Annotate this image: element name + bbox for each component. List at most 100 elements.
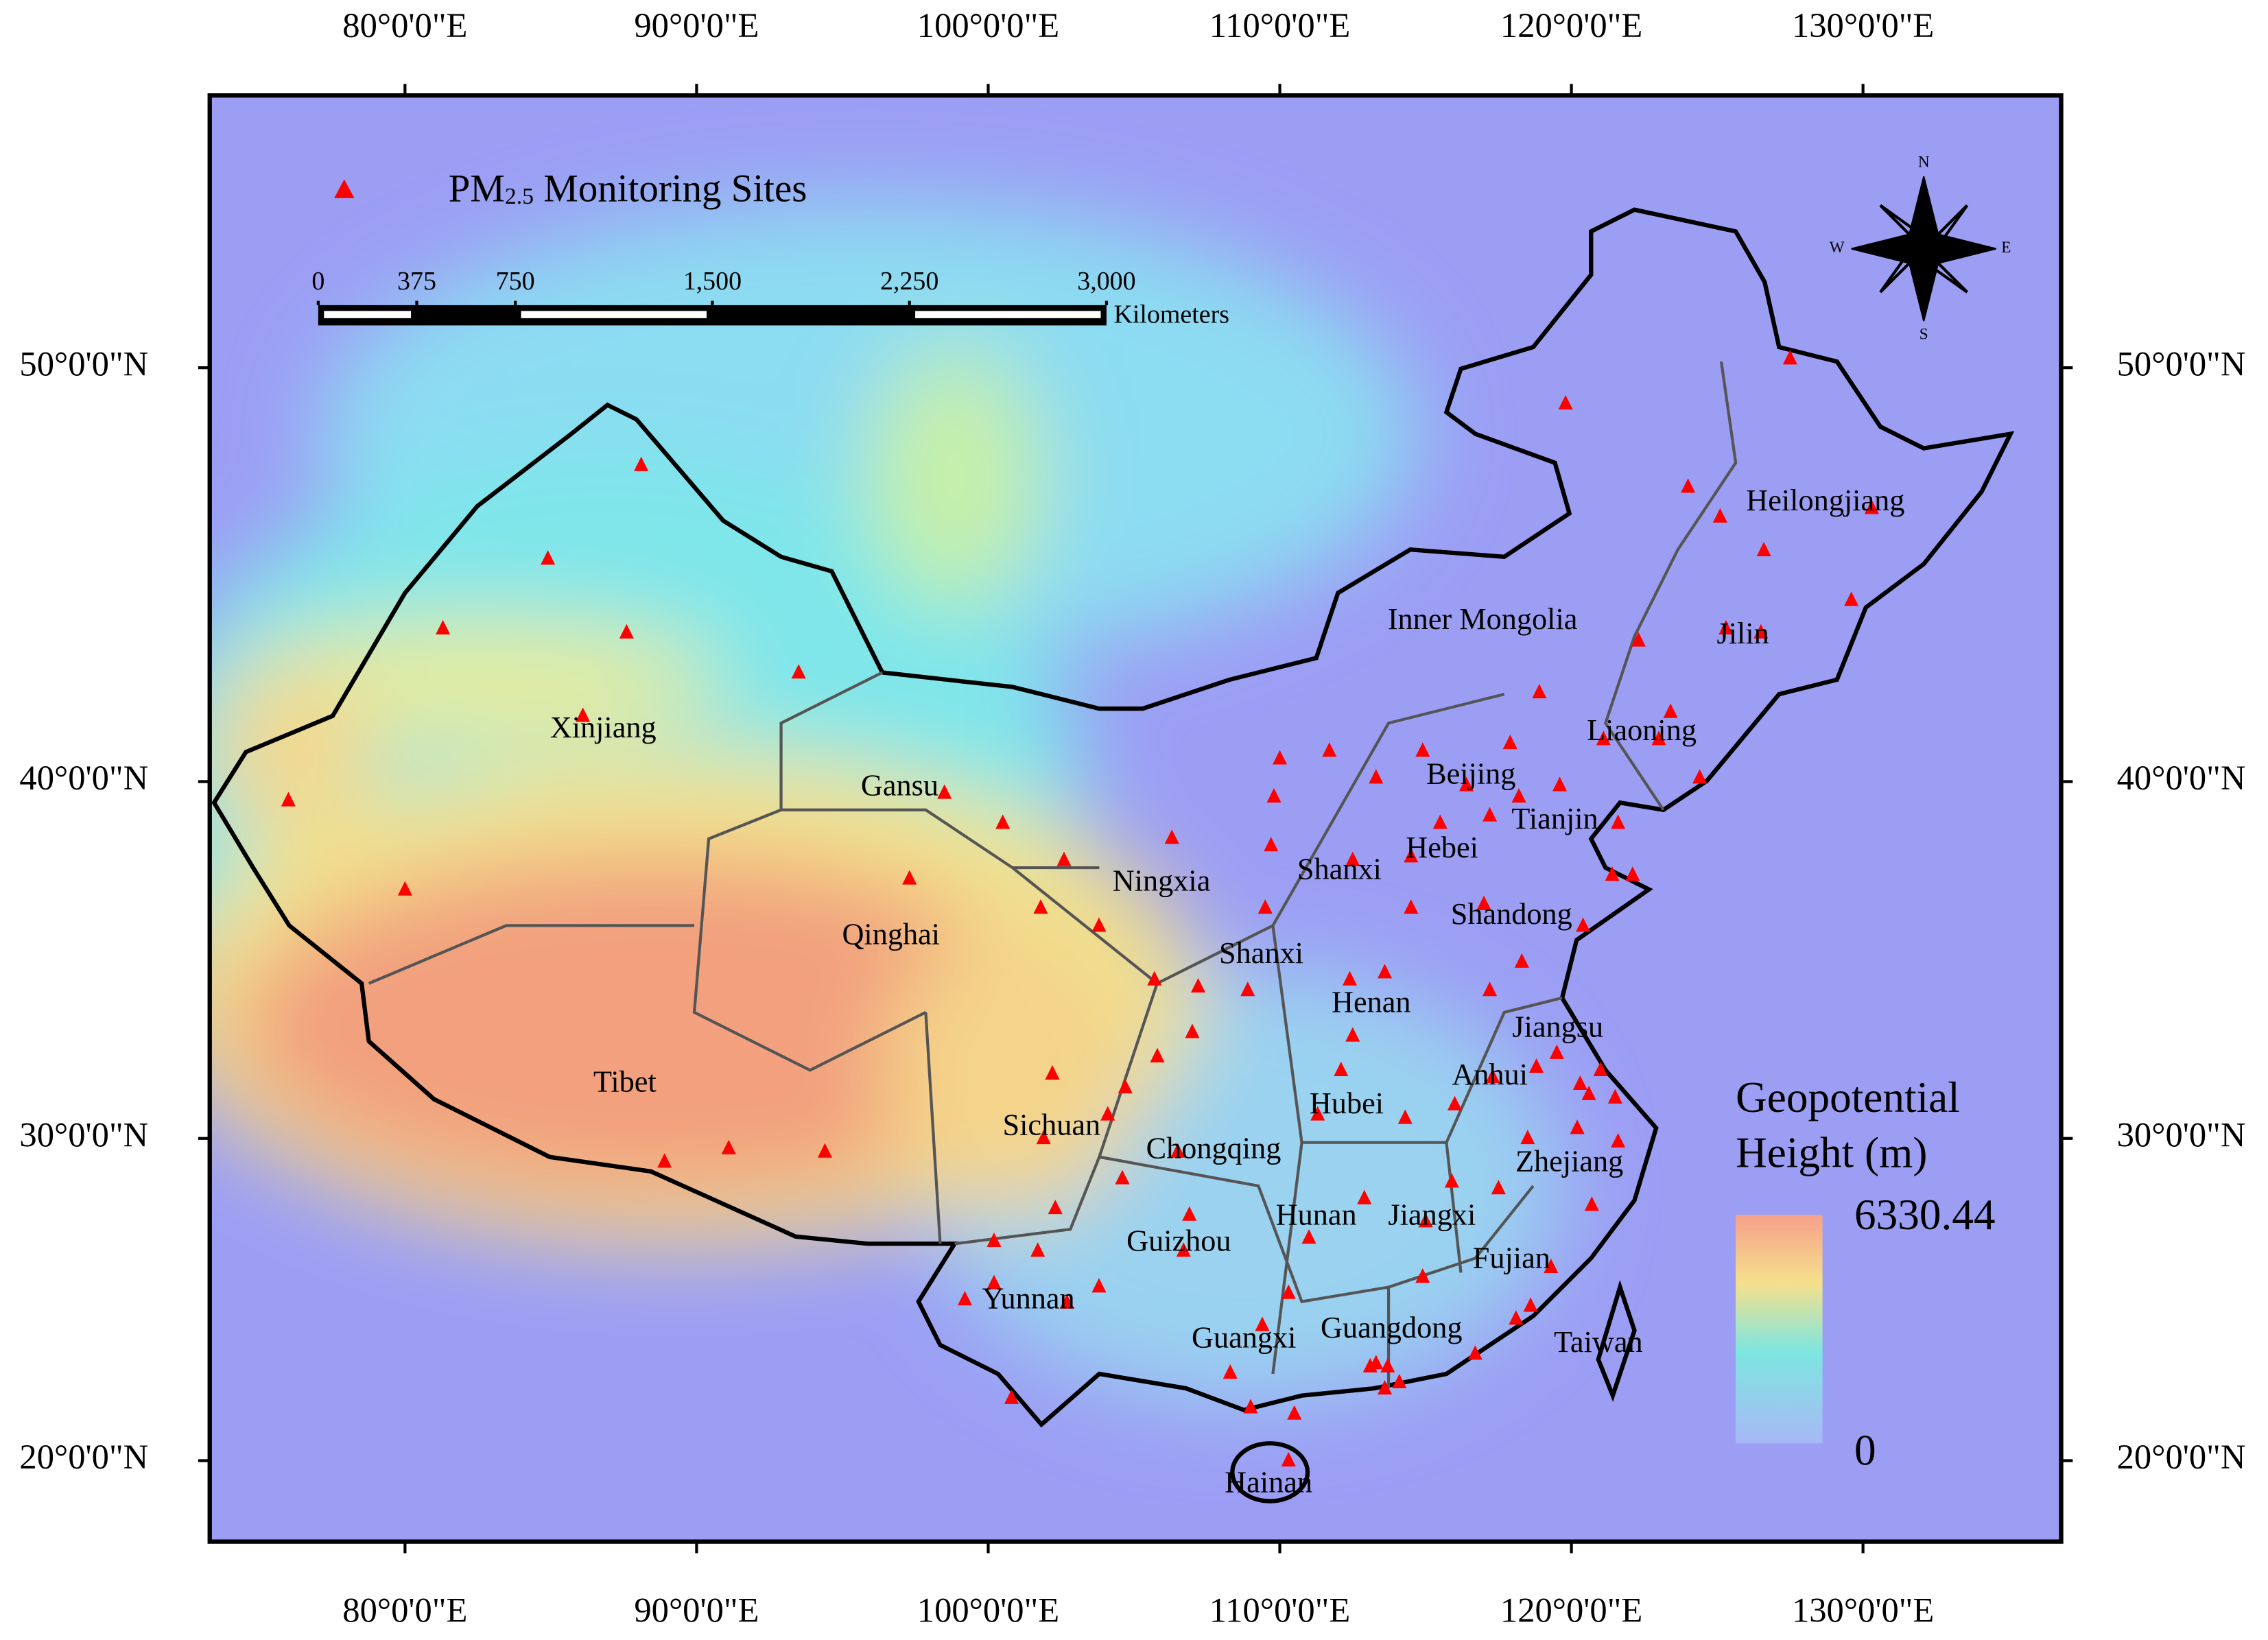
- region-label: Inner Mongolia: [1388, 602, 1578, 636]
- monitoring-site: [1378, 964, 1393, 979]
- monitoring-site: [1544, 1258, 1559, 1274]
- monitoring-site: [957, 1291, 973, 1306]
- region-label: Hainan: [1225, 1466, 1312, 1499]
- map-frame: [207, 93, 2064, 1544]
- monitoring-site: [1523, 1297, 1538, 1312]
- region-label: Hunan: [1276, 1198, 1357, 1231]
- region-label: Fujian: [1473, 1241, 1550, 1275]
- scale-segment: [915, 311, 1101, 318]
- lon-label-bottom: 120°0'0"E: [1500, 1591, 1642, 1630]
- monitoring-site: [1310, 1106, 1325, 1121]
- monitoring-site: [1625, 866, 1640, 881]
- monitoring-site: [1448, 1095, 1463, 1110]
- lon-label-top: 90°0'0"E: [634, 6, 759, 45]
- monitoring-site: [1240, 982, 1255, 997]
- lon-label-top: 110°0'0"E: [1209, 6, 1351, 45]
- sites: [281, 350, 1879, 1466]
- color-scale-title-1: Geopotential: [1736, 1073, 1960, 1121]
- monitoring-site: [1467, 1345, 1483, 1360]
- legend-prefix: PM: [449, 167, 505, 211]
- scale-label: 3,000: [1077, 267, 1135, 296]
- region-label: Qinghai: [842, 917, 940, 951]
- monitoring-site: [995, 814, 1011, 829]
- monitoring-site: [1222, 1364, 1238, 1379]
- monitoring-site: [1844, 591, 1859, 606]
- region-label: Xinjiang: [550, 711, 657, 744]
- monitoring-site: [1432, 814, 1448, 829]
- monitoring-site: [1091, 917, 1107, 932]
- monitoring-site: [1243, 1399, 1258, 1414]
- compass-w: W: [1830, 239, 1845, 257]
- compass-rose: [1851, 176, 1996, 322]
- monitoring-site: [1520, 1130, 1535, 1145]
- region-label: Heilongjiang: [1746, 484, 1904, 517]
- monitoring-site: [1115, 1169, 1130, 1185]
- compass-s: S: [1919, 326, 1928, 344]
- monitoring-site: [1491, 1180, 1506, 1195]
- monitoring-site: [1255, 1316, 1270, 1331]
- monitoring-site: [1048, 1200, 1063, 1215]
- monitoring-site: [281, 792, 296, 807]
- monitoring-site: [1380, 1357, 1395, 1372]
- region-label: Shanxi: [1297, 853, 1382, 886]
- monitoring-site: [1415, 1268, 1430, 1283]
- monitoring-site: [1343, 971, 1358, 986]
- region-label: Liaoning: [1587, 713, 1697, 747]
- region-label: Guangxi: [1192, 1321, 1296, 1355]
- legend-suffix: Monitoring Sites: [534, 167, 807, 211]
- monitoring-site: [1404, 848, 1419, 863]
- legend-label: PM2.5 Monitoring Sites: [449, 167, 807, 211]
- heatmap: [209, 95, 2062, 1542]
- lat-label-left: 40°0'0"N: [19, 759, 148, 797]
- monitoring-site: [1753, 623, 1769, 639]
- monitoring-site: [1511, 788, 1526, 803]
- monitoring-site: [1345, 1027, 1360, 1042]
- region-label: Chongqing: [1146, 1131, 1281, 1165]
- region-label: Guizhou: [1126, 1224, 1231, 1257]
- monitoring-site: [1584, 1196, 1599, 1211]
- monitoring-site: [1281, 1451, 1296, 1466]
- monitoring-site: [817, 1143, 832, 1158]
- monitoring-site: [1756, 541, 1771, 557]
- region-label: Hebei: [1406, 831, 1478, 864]
- monitoring-site: [987, 1232, 1002, 1248]
- monitoring-site: [1164, 829, 1179, 844]
- scale-bar: 0 375 750 1,500 2,250 3,000: [311, 267, 1136, 326]
- scale-label: 375: [397, 267, 436, 296]
- monitoring-site: [1605, 866, 1620, 881]
- color-scale-max: 6330.44: [1854, 1191, 1996, 1239]
- monitoring-site: [1334, 1061, 1349, 1076]
- monitoring-site: [1322, 742, 1337, 757]
- monitoring-site: [1056, 851, 1072, 866]
- monitoring-site: [1663, 703, 1678, 718]
- region-label: Hubei: [1310, 1086, 1384, 1120]
- monitoring-site: [1607, 1089, 1622, 1104]
- region-labels: Xinjiang Gansu Qinghai Tibet Sichuan Yunnan Ni…: [550, 484, 1905, 1499]
- monitoring-site: [1266, 788, 1281, 803]
- region-label: Henan: [1332, 986, 1411, 1019]
- monitoring-site: [721, 1139, 736, 1154]
- region-label: Tibet: [593, 1065, 657, 1098]
- monitoring-site: [1301, 1229, 1316, 1244]
- monitoring-site: [1681, 478, 1696, 493]
- monitoring-site: [1483, 807, 1498, 822]
- monitoring-site: [1004, 1389, 1019, 1404]
- monitoring-site: [1392, 1373, 1407, 1388]
- monitoring-site: [1558, 394, 1573, 410]
- region-label: Shanxi: [1219, 936, 1303, 970]
- lat-label-right: 20°0'0"N: [2117, 1438, 2246, 1476]
- monitoring-site: [1190, 977, 1206, 993]
- color-scale-min: 0: [1854, 1427, 1876, 1475]
- region-label: Gansu: [861, 768, 938, 802]
- monitoring-site: [1476, 895, 1491, 910]
- monitoring-site: [1502, 734, 1517, 750]
- monitoring-site: [1514, 953, 1529, 968]
- monitoring-site: [1418, 1213, 1433, 1228]
- scale-segment: [521, 311, 707, 318]
- scale-unit: Kilometers: [1113, 300, 1229, 329]
- monitoring-site: [1369, 769, 1384, 784]
- monitoring-site: [1345, 851, 1360, 866]
- region-label: Guangdong: [1321, 1311, 1463, 1344]
- graticule-ticks: 80°0'0"E 80°0'0"E 90°0'0"E 90°0'0"E 100°0'0"…: [19, 6, 2245, 1630]
